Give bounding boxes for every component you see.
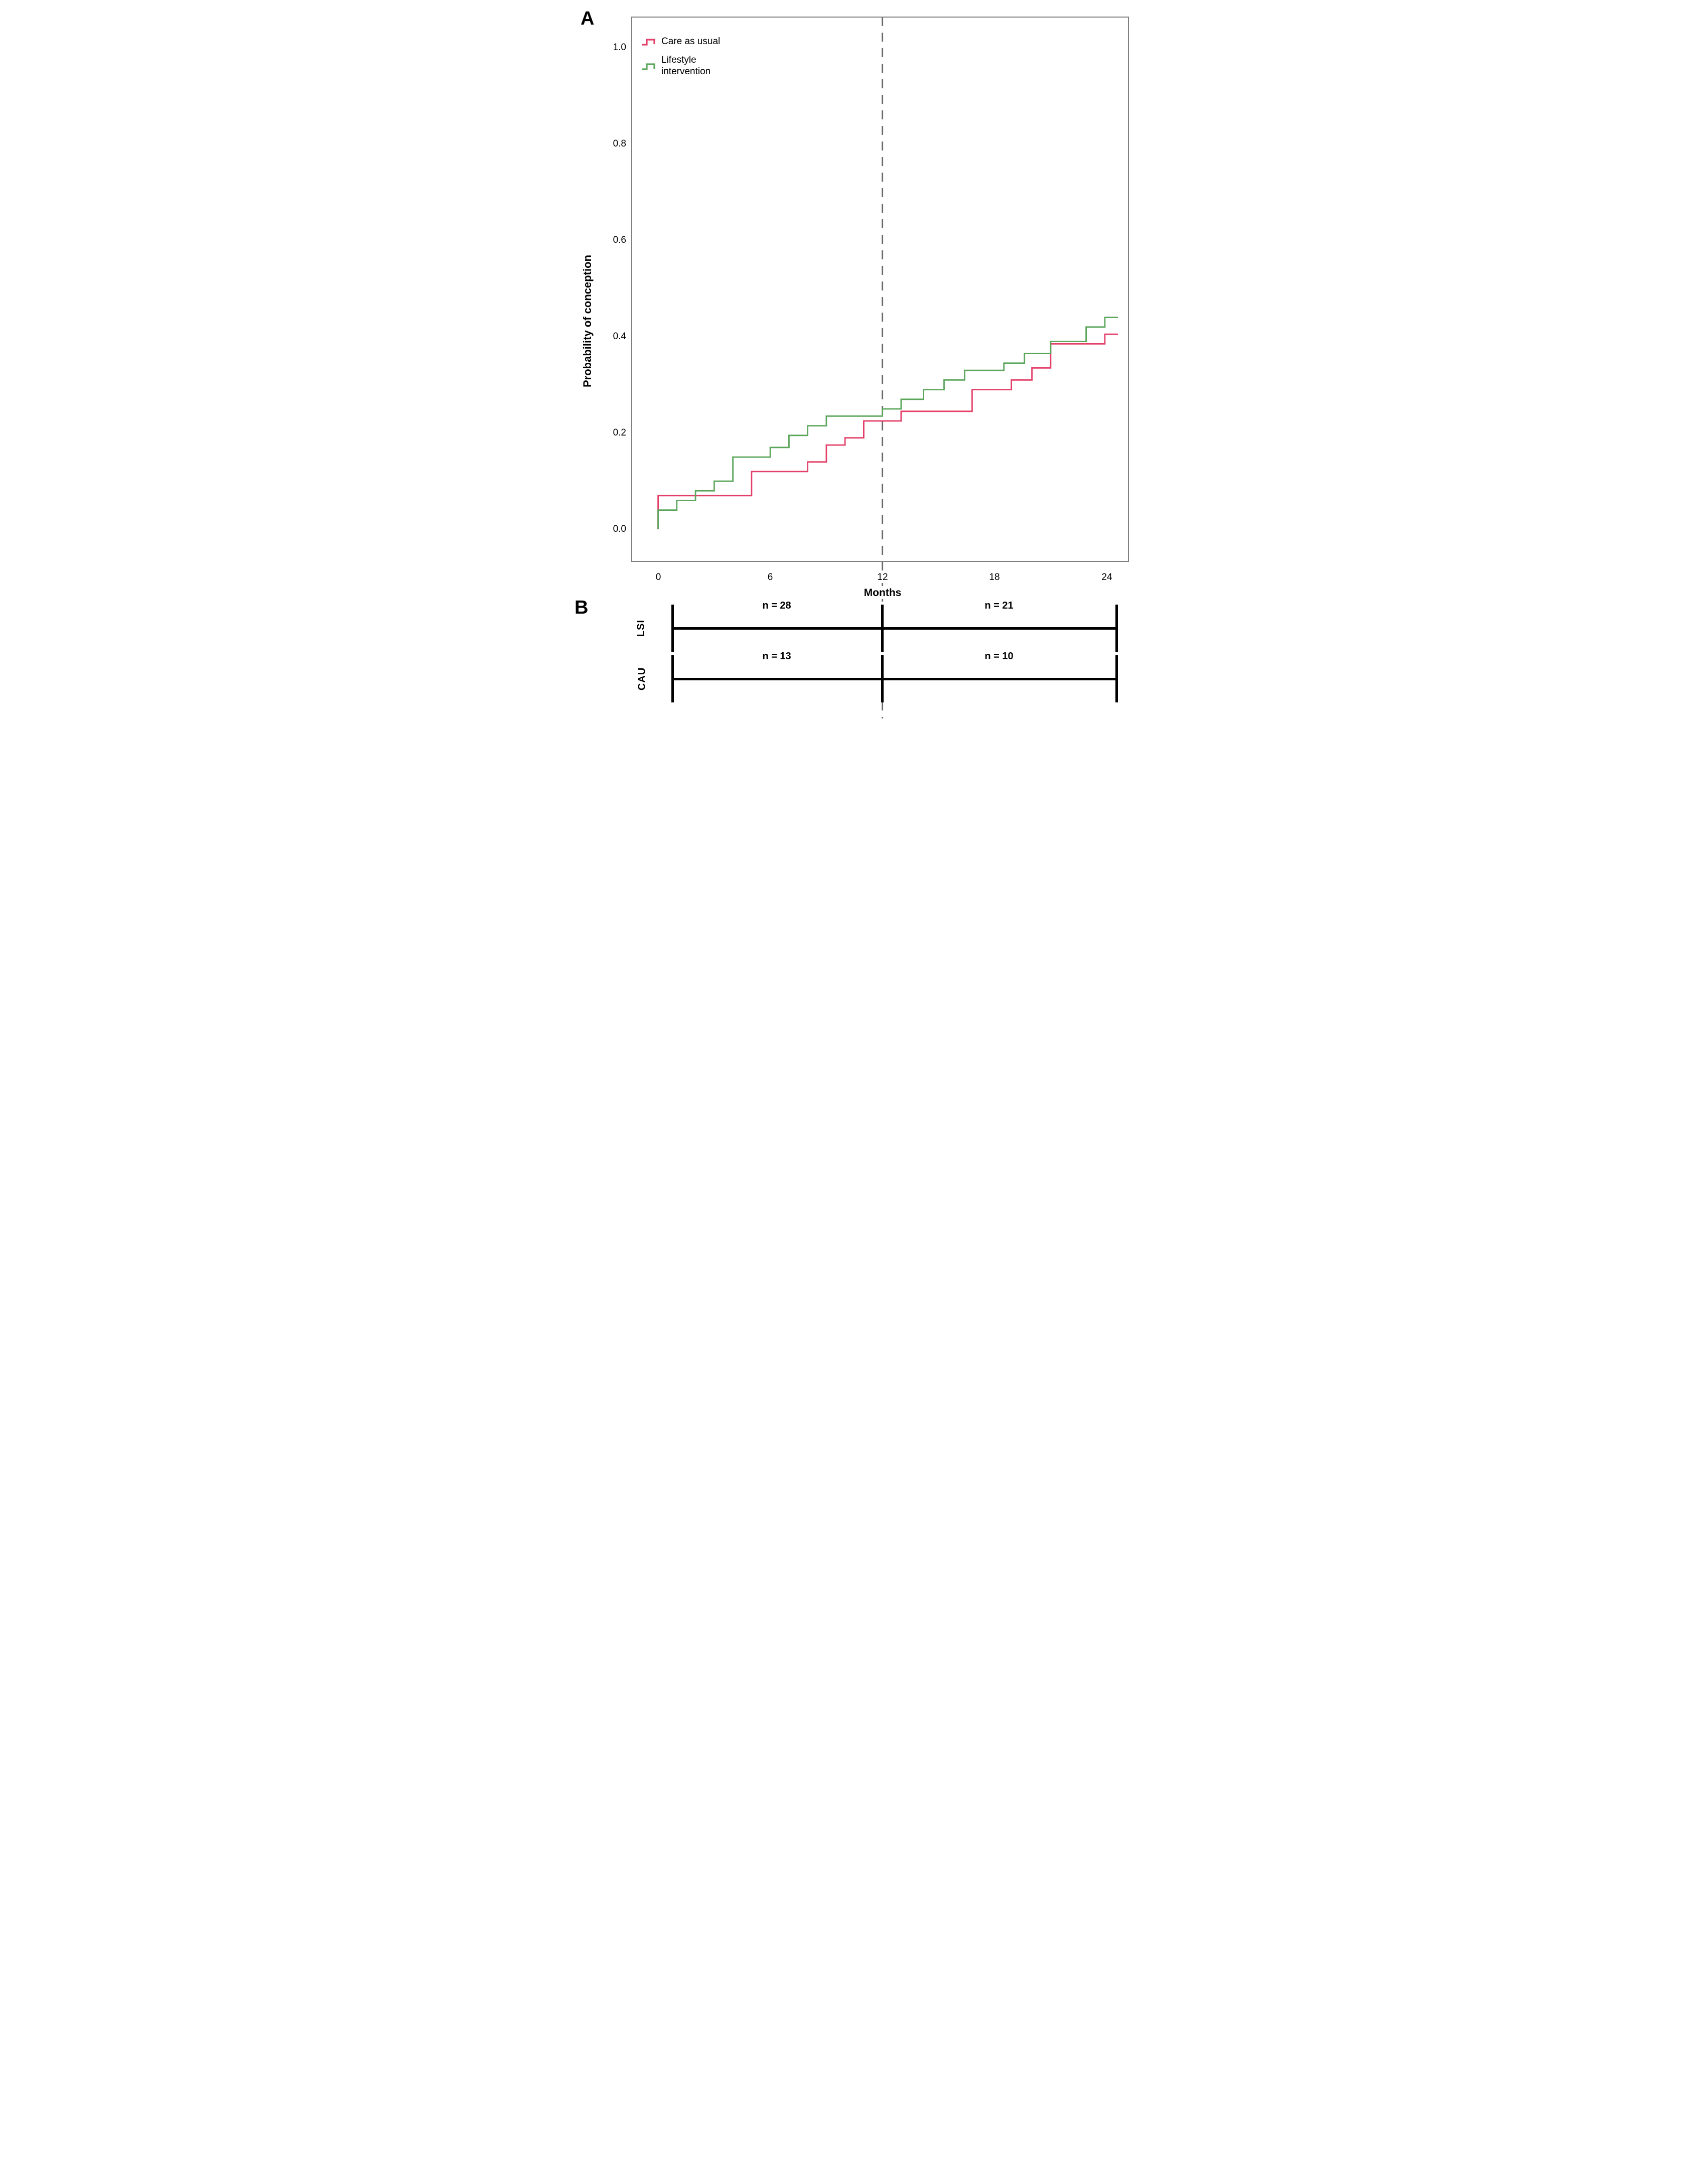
panel-b-label: B	[575, 597, 589, 618]
care-as-usual-curve	[657, 333, 1118, 529]
x-axis-title: Months	[842, 587, 923, 599]
y-tick-0.6: 0.6	[613, 235, 626, 245]
x-tick-24: 24	[1101, 572, 1112, 583]
y-tick-0.0: 0.0	[613, 524, 626, 534]
legend-lifestyle-step-icon	[641, 62, 656, 74]
km-curves-svg	[657, 17, 1118, 718]
x-tick-0: 0	[655, 572, 661, 583]
x-tick-18: 18	[989, 572, 1000, 583]
cau-timeline	[672, 678, 1116, 680]
y-axis-title: Probability of conception	[581, 254, 594, 388]
cau-cap-mid	[881, 655, 884, 702]
y-tick-1.0: 1.0	[613, 42, 626, 53]
care-as-usual-glyph-path	[642, 39, 655, 46]
lsi-n-0-12: n = 28	[762, 600, 791, 611]
cau-n-0-12: n = 13	[762, 651, 791, 662]
panel-a-label: A	[581, 8, 595, 29]
lsi-n-12-24: n = 21	[984, 600, 1014, 611]
group-label-lsi: LSI	[635, 619, 647, 637]
lifestyle-glyph-path	[642, 63, 655, 70]
cau-cap-end	[1115, 655, 1118, 702]
group-label-cau: CAU	[636, 667, 648, 691]
y-tick-0.2: 0.2	[613, 427, 626, 438]
cau-n-12-24: n = 10	[984, 651, 1014, 662]
cau-cap-start	[671, 655, 674, 702]
lsi-cap-mid	[881, 605, 884, 652]
km-figure: A Probability of conception 1.0 0.8 0.6 …	[570, 0, 1138, 724]
legend-care-as-usual-step-icon	[641, 38, 656, 49]
lsi-timeline	[672, 627, 1116, 630]
x-tick-12: 12	[872, 572, 894, 583]
lifestyle-intervention-curve	[657, 317, 1118, 529]
legend-lifestyle-label-line1: Lifestyle	[661, 55, 696, 65]
y-tick-0.8: 0.8	[613, 138, 626, 149]
legend-lifestyle-label-line2: intervention	[661, 66, 711, 77]
lsi-cap-start	[671, 605, 674, 652]
y-tick-0.4: 0.4	[613, 331, 626, 342]
x-tick-6: 6	[767, 572, 773, 583]
lsi-cap-end	[1115, 605, 1118, 652]
legend-care-as-usual-label: Care as usual	[661, 36, 721, 47]
